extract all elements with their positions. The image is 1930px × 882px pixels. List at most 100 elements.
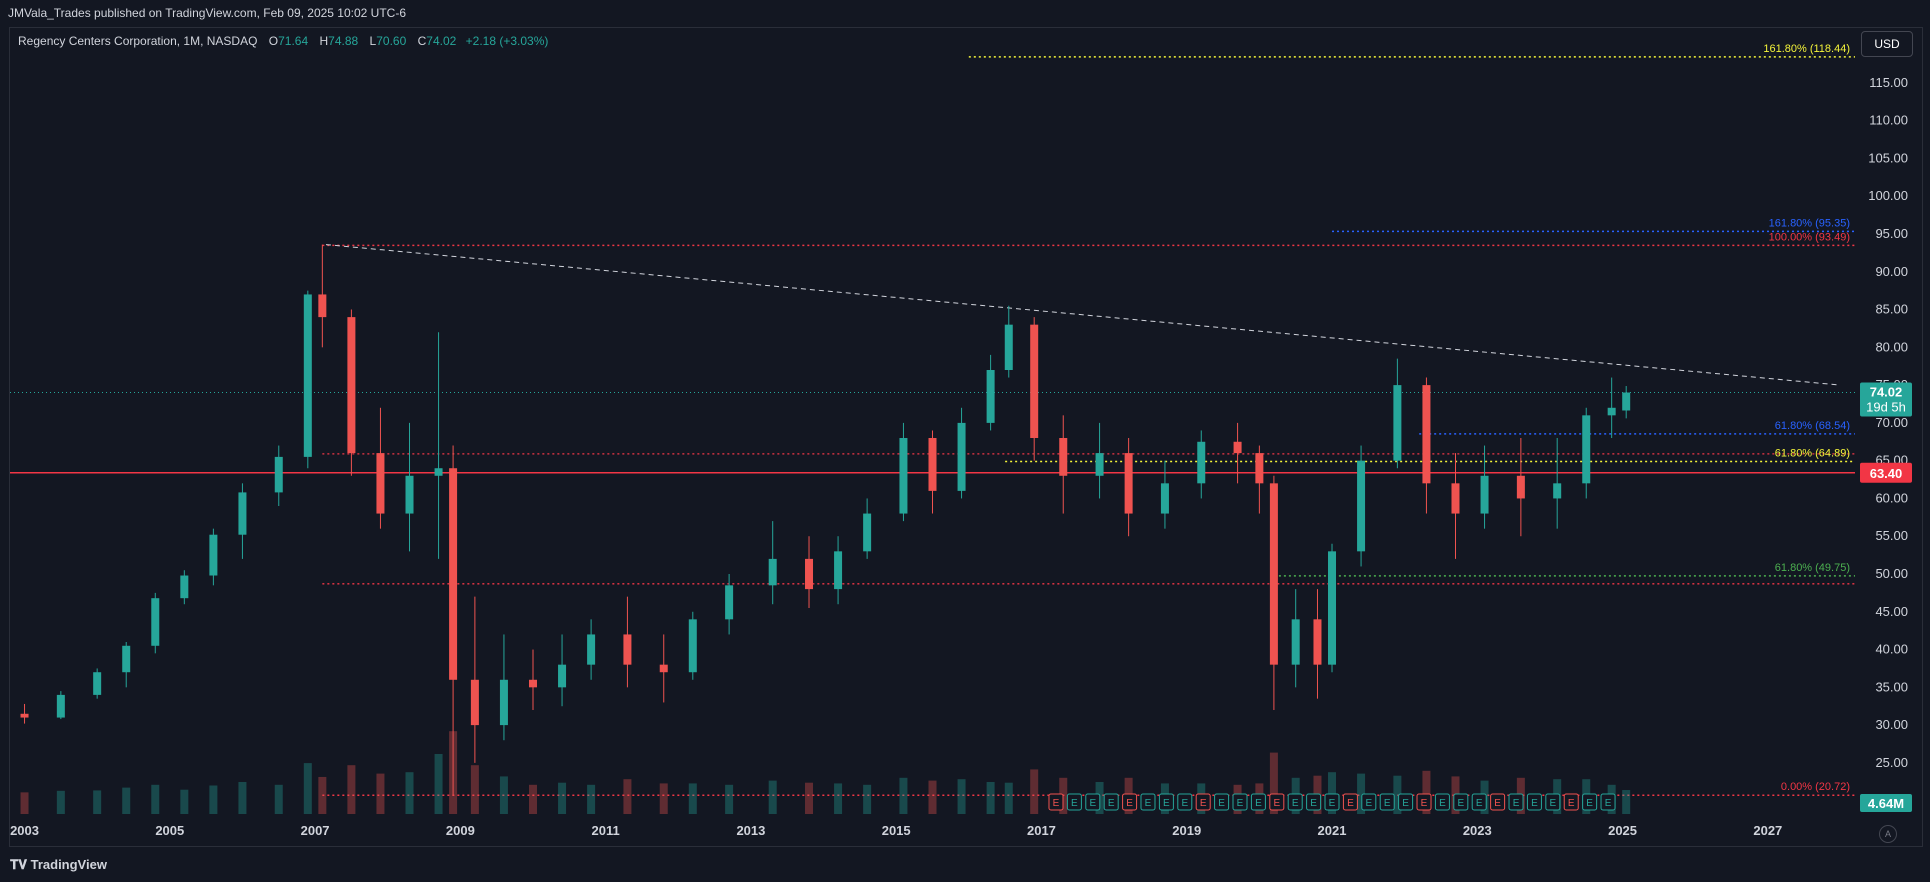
y-tick-label: 50.00 <box>1875 566 1908 581</box>
y-tick-label: 80.00 <box>1875 339 1908 354</box>
earnings-marker <box>1066 793 1082 811</box>
volume-bar <box>688 783 697 814</box>
candle-body <box>274 456 283 493</box>
candle-body <box>122 645 131 673</box>
volume-bar <box>20 792 29 814</box>
candle-body <box>1393 385 1402 461</box>
volume-bar <box>863 784 872 814</box>
x-tick-label: 2011 <box>592 823 620 838</box>
x-tick-label: 2023 <box>1463 823 1492 838</box>
currency-button[interactable]: USD <box>1861 31 1913 57</box>
candle-body <box>318 294 327 318</box>
volume-bar <box>834 783 843 814</box>
volume-bar <box>376 773 385 814</box>
chart-frame[interactable] <box>9 27 1923 847</box>
candle-body <box>725 585 734 620</box>
earnings-marker <box>1324 793 1340 811</box>
x-tick-label: 2015 <box>882 823 911 838</box>
candle-body <box>1451 483 1460 514</box>
fib-level-label: 61.80% (68.54) <box>1775 420 1850 432</box>
volume-bar <box>499 776 508 814</box>
earnings-marker <box>1398 793 1414 811</box>
candle-body <box>1553 483 1562 499</box>
volume-bar <box>528 784 537 814</box>
y-tick-label: 35.00 <box>1875 679 1908 694</box>
low-label: L <box>369 34 377 48</box>
earnings-marker <box>1048 793 1064 811</box>
candle-body <box>587 634 596 665</box>
close-value: 74.02 <box>426 34 457 48</box>
support-price-label: 63.40 <box>1870 466 1903 481</box>
candles[interactable] <box>20 244 1631 796</box>
earnings-marker <box>1103 793 1119 811</box>
volume-bar <box>587 784 596 814</box>
candle-body <box>20 713 29 718</box>
earnings-marker <box>1563 793 1579 811</box>
earnings-marker-label: E <box>1053 798 1060 809</box>
candle-body <box>899 438 908 514</box>
earnings-marker <box>1195 793 1211 811</box>
earnings-marker-label: E <box>1586 798 1593 809</box>
earnings-marker-label: E <box>1605 798 1612 809</box>
volume-bar <box>318 776 327 814</box>
earnings-marker <box>1545 793 1561 811</box>
x-tick-label: 2007 <box>301 823 330 838</box>
volume-bar <box>1269 752 1278 814</box>
earnings-marker <box>1434 793 1450 811</box>
earnings-marker-label: E <box>1273 798 1280 809</box>
earnings-marker-label: E <box>1218 798 1225 809</box>
earnings-marker-label: E <box>1200 798 1207 809</box>
candle-body <box>449 468 458 680</box>
candle-body <box>405 475 414 514</box>
y-tick-label: 105.00 <box>1868 150 1908 165</box>
x-tick-label: 2017 <box>1027 823 1056 838</box>
earnings-marker-label: E <box>1108 798 1115 809</box>
symbol-title[interactable]: Regency Centers Corporation, 1M, NASDAQ <box>18 34 258 48</box>
candle-body <box>1622 392 1631 411</box>
fib-level-label: 161.80% (118.44) <box>1763 43 1850 55</box>
earnings-marker <box>1140 793 1156 811</box>
footer: 𝐓𝐕 TradingView <box>0 848 1930 882</box>
candle-body <box>209 534 218 576</box>
earnings-marker-label: E <box>1402 798 1409 809</box>
auto-scale-button[interactable]: A <box>1879 825 1897 843</box>
y-tick-label: 40.00 <box>1875 642 1908 657</box>
volume-bar <box>122 787 131 814</box>
y-tick-label: 25.00 <box>1875 755 1908 770</box>
volume-bar <box>1357 773 1366 814</box>
candle-body <box>1480 475 1489 514</box>
candle-body <box>558 664 567 688</box>
earnings-marker-label: E <box>1513 798 1520 809</box>
earnings-marker <box>1158 793 1174 811</box>
candle-body <box>1516 475 1525 499</box>
open-value: 71.64 <box>278 34 309 48</box>
y-tick-label: 85.00 <box>1875 302 1908 317</box>
earnings-marker-label: E <box>1457 798 1464 809</box>
earnings-marker <box>1582 793 1598 811</box>
y-tick-label: 115.00 <box>1869 75 1908 90</box>
volume-bar <box>1030 769 1039 814</box>
x-tick-label: 2021 <box>1318 823 1347 838</box>
x-tick-label: 2003 <box>10 823 39 838</box>
tv-logo-icon: 𝐓𝐕 <box>10 857 31 872</box>
volume-bar <box>434 754 443 814</box>
earnings-marker <box>1269 793 1285 811</box>
earnings-marker-label: E <box>1126 798 1133 809</box>
candle-body <box>623 634 632 665</box>
earnings-marker-label: E <box>1421 798 1428 809</box>
earnings-marker <box>1508 793 1524 811</box>
earnings-marker-label: E <box>1568 798 1575 809</box>
candle-body <box>56 694 65 718</box>
tradingview-logo[interactable]: 𝐓𝐕 TradingView <box>10 848 107 882</box>
candle-body <box>93 672 102 695</box>
candle-body <box>1328 551 1337 665</box>
earnings-marker-label: E <box>1531 798 1538 809</box>
volume-bar <box>93 790 102 814</box>
volume-bar <box>303 763 312 814</box>
candle-body <box>499 679 508 726</box>
earnings-marker <box>1122 793 1138 811</box>
volume-bar <box>899 777 908 814</box>
candle-body <box>303 294 312 457</box>
